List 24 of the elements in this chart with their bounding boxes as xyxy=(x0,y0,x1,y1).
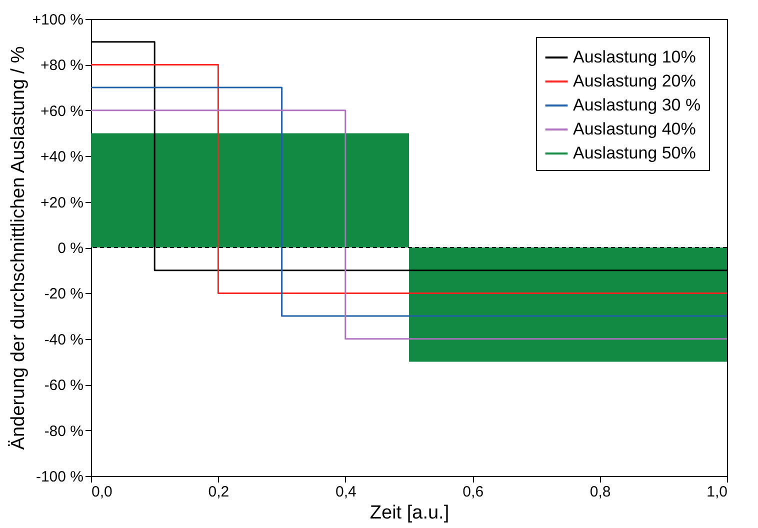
y-axis-title: Änderung der durchschnittlichen Auslastung / % xyxy=(8,46,30,450)
y-tick-label: -80 % xyxy=(44,422,84,440)
y-tick-label: -20 % xyxy=(44,286,84,303)
legend-label: Auslastung 50% xyxy=(573,144,696,162)
x-axis-title: Zeit [a.u.] xyxy=(370,502,450,524)
y-tick-label: +20 % xyxy=(40,194,84,212)
x-tick-label: 0,8 xyxy=(590,484,611,500)
y-tick-label: -40 % xyxy=(44,331,84,348)
y-tick-label: +40 % xyxy=(40,148,84,166)
legend-label: Auslastung 30 % xyxy=(573,96,701,114)
legend-label: Auslastung 40% xyxy=(573,120,696,138)
x-tick-label: 0,0 xyxy=(92,484,112,500)
y-tick-label: +80 % xyxy=(40,57,84,74)
y-tick-label: +100 % xyxy=(32,12,84,28)
x-tick-label: 0,6 xyxy=(462,484,484,500)
y-tick-label: -60 % xyxy=(44,377,84,394)
x-tick-label: 0,4 xyxy=(335,484,356,500)
y-tick-label: +60 % xyxy=(40,102,84,120)
x-tick-label: 0,2 xyxy=(208,484,230,500)
y-tick-label: -100 % xyxy=(36,468,84,486)
y-tick-label: 0 % xyxy=(58,240,84,257)
legend-label: Auslastung 20% xyxy=(573,72,696,90)
legend-label: Auslastung 10% xyxy=(573,48,696,66)
x-tick-label: 1,0 xyxy=(706,484,728,500)
